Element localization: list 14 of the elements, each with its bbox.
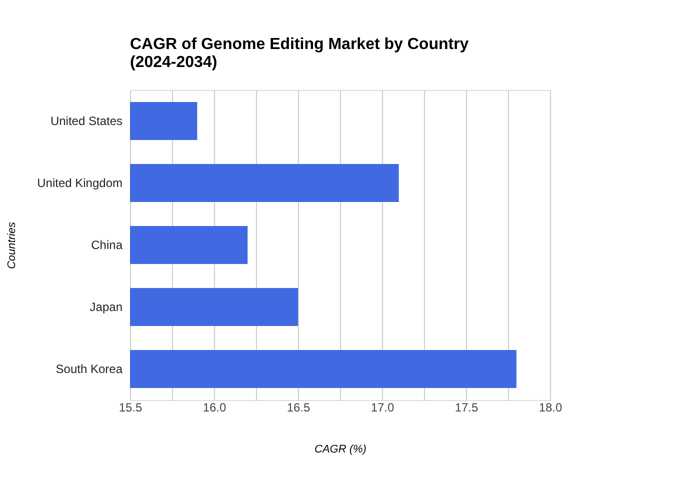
x-tick-label: 16.5 (286, 400, 310, 414)
y-axis-title: Countries (6, 221, 18, 270)
x-tick-label: 18.0 (538, 400, 562, 414)
y-tick-label: South Korea (56, 362, 123, 376)
x-tick-label: 17.0 (370, 400, 394, 414)
y-tick-label: China (91, 238, 123, 252)
y-tick-label: Japan (90, 300, 122, 314)
y-tick-label: United States (50, 114, 122, 128)
x-tick-label: 15.5 (118, 400, 142, 414)
chart-title: CAGR of Genome Editing Market by Country (2024-2034) (130, 36, 469, 71)
x-tick-label: 17.5 (454, 400, 478, 414)
x-axis-title: CAGR (%) (314, 444, 367, 456)
x-tick-label: 16.0 (202, 400, 226, 414)
y-tick-label: United Kingdom (37, 176, 122, 190)
